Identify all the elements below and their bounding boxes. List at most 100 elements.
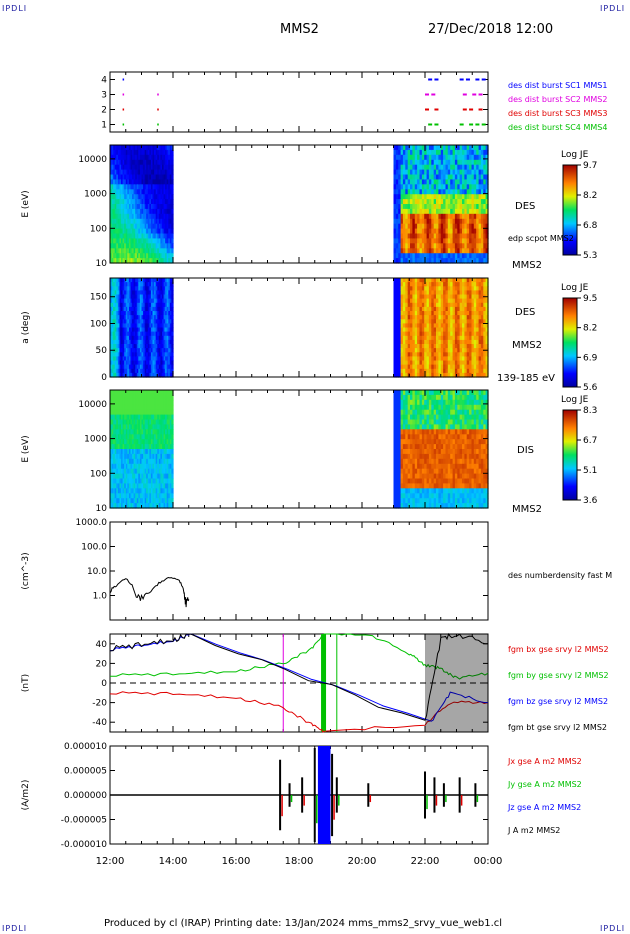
heatmap-cell <box>485 372 489 378</box>
heatmap-cell <box>110 404 113 411</box>
heatmap-cell <box>480 294 484 300</box>
heatmap-cell <box>141 339 144 345</box>
heatmap-cell <box>165 404 168 411</box>
heatmap-cell <box>405 327 409 333</box>
heatmap-cell <box>114 483 117 489</box>
heatmap-cell <box>476 352 480 357</box>
heatmap-cell <box>121 184 124 190</box>
heatmap-cell <box>169 364 172 370</box>
heatmap-cell <box>395 218 399 225</box>
heatmap-cell <box>414 258 418 264</box>
heatmap-cell <box>116 503 119 509</box>
heatmap-cell <box>132 444 135 450</box>
heatmap-cell <box>146 159 149 166</box>
heatmap-cell <box>459 179 463 185</box>
heatmap-cell <box>110 278 113 283</box>
heatmap-cell <box>169 488 172 494</box>
heatmap-cell <box>160 218 163 225</box>
heatmap-cell <box>158 473 161 480</box>
heatmap-cell <box>431 179 435 185</box>
heatmap-cell <box>138 493 141 499</box>
heatmap-cell <box>158 243 161 249</box>
heatmap-cell <box>122 394 125 401</box>
heatmap-cell <box>471 302 475 308</box>
heatmap-cell <box>124 149 127 156</box>
heatmap-cell <box>419 327 423 333</box>
heatmap-cell <box>130 473 133 480</box>
heatmap-cell <box>485 204 489 210</box>
heatmap-cell <box>116 278 119 283</box>
heatmap-cell <box>402 339 406 345</box>
heatmap-cell <box>138 145 141 151</box>
heatmap-cell <box>438 184 442 190</box>
heatmap-cell <box>117 154 121 161</box>
heatmap-cell <box>149 248 152 254</box>
heatmap-cell <box>113 488 116 494</box>
heatmap-cell <box>450 356 454 362</box>
heatmap-cell <box>132 154 135 161</box>
heatmap-cell <box>155 184 158 190</box>
heatmap-cell <box>114 228 117 235</box>
heatmap-cell <box>450 243 454 249</box>
heatmap-cell <box>459 258 463 264</box>
heatmap-cell <box>424 319 428 324</box>
heatmap-cell <box>476 372 480 378</box>
heatmap-cell <box>144 204 147 210</box>
heatmap-cell <box>130 248 133 254</box>
heatmap-cell <box>393 258 397 264</box>
heatmap-cell <box>113 311 116 316</box>
heatmap-cell <box>393 315 397 320</box>
heatmap-cell <box>116 327 119 333</box>
heatmap-cell <box>462 238 465 244</box>
heatmap-cell <box>127 213 130 220</box>
heatmap-cell <box>149 364 152 370</box>
heatmap-cell <box>447 368 451 374</box>
heatmap-cell <box>121 315 124 320</box>
heatmap-cell <box>457 258 461 264</box>
heatmap-cell <box>135 331 138 337</box>
heatmap-cell <box>130 253 133 259</box>
heatmap-cell <box>169 184 172 190</box>
heatmap-cell <box>150 149 154 156</box>
heatmap-cell <box>158 483 161 489</box>
heatmap-cell <box>125 356 128 362</box>
heatmap-cell <box>160 503 163 509</box>
heatmap-cell <box>150 179 154 185</box>
heatmap-cell <box>464 339 468 345</box>
heatmap-cell <box>462 278 465 283</box>
heatmap-cell <box>119 368 122 374</box>
heatmap-cell <box>132 159 135 166</box>
heatmap-cell <box>407 323 411 329</box>
heatmap-cell <box>169 154 172 161</box>
heatmap-cell <box>443 253 447 259</box>
heatmap-cell <box>122 434 125 440</box>
heatmap-cell <box>114 154 117 161</box>
heatmap-cell <box>125 463 128 470</box>
heatmap-cell <box>483 253 487 259</box>
heatmap-cell <box>414 174 418 180</box>
heatmap-cell <box>462 319 465 324</box>
heatmap-cell <box>166 290 169 296</box>
heatmap-cell <box>117 258 121 264</box>
heatmap-cell <box>113 169 116 176</box>
heatmap-cell <box>121 145 124 151</box>
heatmap-cell <box>143 199 146 205</box>
heatmap-cell <box>169 348 172 353</box>
heatmap-cell <box>147 258 150 264</box>
heatmap-cell <box>135 419 138 425</box>
heatmap-cell <box>117 404 121 411</box>
heatmap-cell <box>127 327 130 333</box>
heatmap-cell <box>116 189 119 195</box>
heatmap-cell <box>419 258 423 264</box>
heatmap-cell <box>395 360 399 366</box>
heatmap-cell <box>157 473 160 480</box>
heatmap-cell <box>405 315 409 320</box>
heatmap-cell <box>114 439 117 445</box>
heatmap-cell <box>483 282 487 287</box>
heatmap-cell <box>462 218 465 225</box>
heatmap-cell <box>113 179 116 185</box>
heatmap-cell <box>454 286 458 291</box>
heatmap-cell <box>431 258 435 264</box>
heatmap-cell <box>128 473 132 480</box>
heatmap-cell <box>113 360 116 366</box>
